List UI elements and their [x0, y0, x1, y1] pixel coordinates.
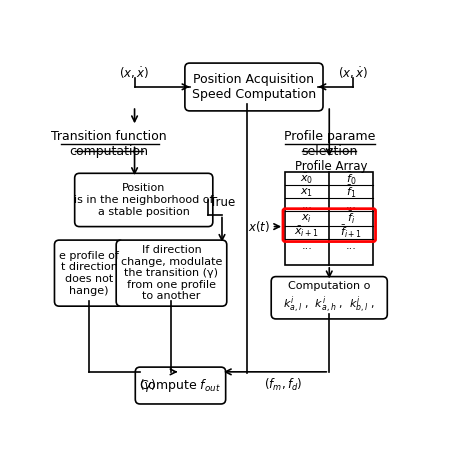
FancyBboxPatch shape [271, 277, 387, 319]
Text: ...: ... [301, 200, 312, 210]
Text: ...: ... [301, 241, 312, 251]
Text: Transition function
computation: Transition function computation [51, 130, 167, 158]
Text: Profile parame
selection: Profile parame selection [283, 130, 375, 158]
Text: $(\gamma)$: $(\gamma)$ [139, 377, 156, 394]
Text: Profile Array: Profile Array [295, 160, 367, 173]
Text: Computation o
$k^i_{a,l}$ ,  $k^i_{a,h}$ ,  $k^i_{b,l}$ ,: Computation o $k^i_{a,l}$ , $k^i_{a,h}$ … [283, 281, 375, 315]
Text: $\bar{x}_i$: $\bar{x}_i$ [301, 211, 312, 225]
FancyBboxPatch shape [55, 240, 124, 306]
Text: $\bar{x}_1$: $\bar{x}_1$ [300, 185, 313, 199]
Text: $\bar{f}_1$: $\bar{f}_1$ [346, 184, 356, 200]
Text: Position
is in the neighborhood of
a stable position: Position is in the neighborhood of a sta… [74, 183, 213, 217]
Text: $\bar{x}_{i+1}$: $\bar{x}_{i+1}$ [294, 226, 319, 239]
FancyBboxPatch shape [185, 63, 323, 111]
FancyBboxPatch shape [75, 173, 213, 227]
Text: $\bar{f}_i$: $\bar{f}_i$ [347, 210, 355, 226]
Text: Position Acquisition
Speed Computation: Position Acquisition Speed Computation [192, 73, 316, 101]
Text: $(x, \dot{x})$: $(x, \dot{x})$ [338, 65, 368, 81]
FancyBboxPatch shape [116, 240, 227, 306]
FancyBboxPatch shape [135, 367, 226, 404]
Text: $\bar{x}_0$: $\bar{x}_0$ [300, 172, 313, 186]
Text: ...: ... [346, 241, 356, 251]
Text: $\bar{f}_0$: $\bar{f}_0$ [346, 171, 356, 187]
Text: $(f_m, f_d)$: $(f_m, f_d)$ [264, 377, 302, 393]
Text: $(x, \dot{x})$: $(x, \dot{x})$ [119, 65, 150, 81]
Text: $\bar{f}_{i+1}$: $\bar{f}_{i+1}$ [340, 224, 362, 240]
Text: e profile of
t direction
does not
hange): e profile of t direction does not hange) [59, 251, 119, 295]
Text: True: True [210, 196, 235, 210]
Bar [285, 172, 374, 265]
Text: If direction
change, modulate
the transition (γ)
from one profile
to another: If direction change, modulate the transi… [121, 245, 222, 301]
Text: $x(t)$: $x(t)$ [248, 219, 271, 234]
Text: ...: ... [346, 200, 356, 210]
Text: Compute $f_{out}$: Compute $f_{out}$ [139, 377, 221, 394]
